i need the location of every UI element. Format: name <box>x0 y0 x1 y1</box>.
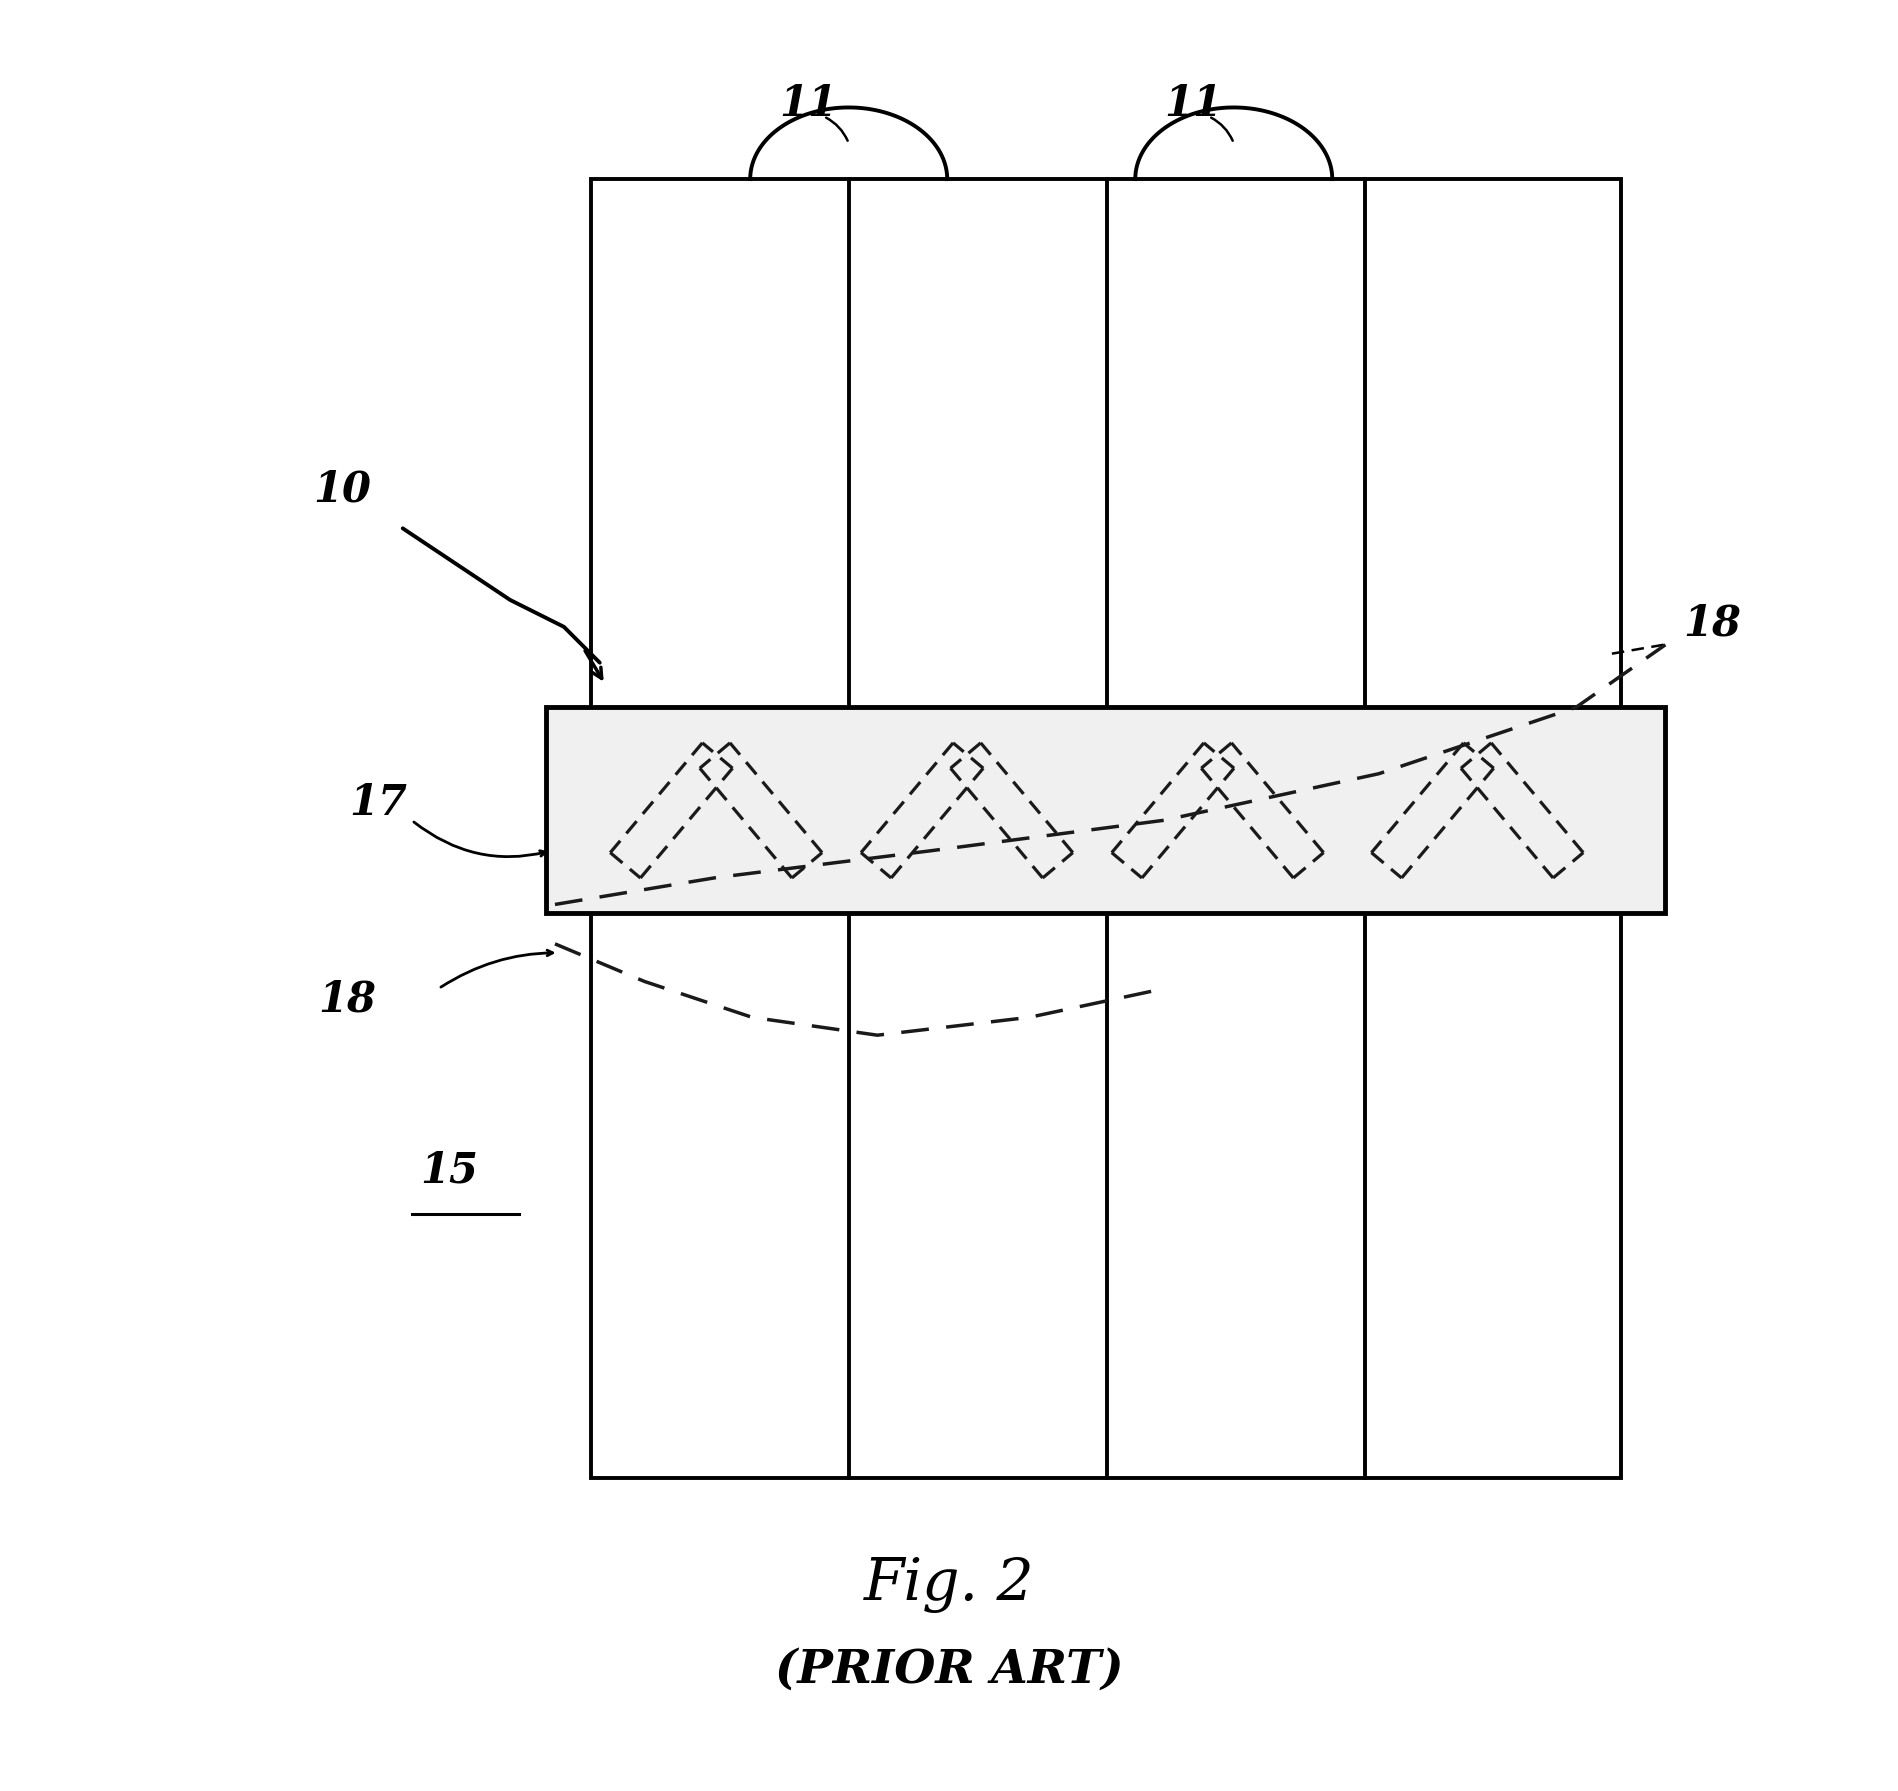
Bar <box>590 860 1621 1478</box>
Text: 18: 18 <box>1684 604 1740 645</box>
Text: (PRIOR ART): (PRIOR ART) <box>774 1646 1124 1692</box>
Text: 11: 11 <box>778 84 837 125</box>
Text: 11: 11 <box>1163 84 1222 125</box>
Text: 17: 17 <box>349 783 406 824</box>
Text: 10: 10 <box>313 469 372 510</box>
Text: 15: 15 <box>421 1150 478 1191</box>
Bar <box>590 179 1621 797</box>
Text: Fig. 2: Fig. 2 <box>864 1556 1034 1614</box>
Text: 18: 18 <box>319 980 376 1021</box>
Bar <box>547 707 1665 913</box>
